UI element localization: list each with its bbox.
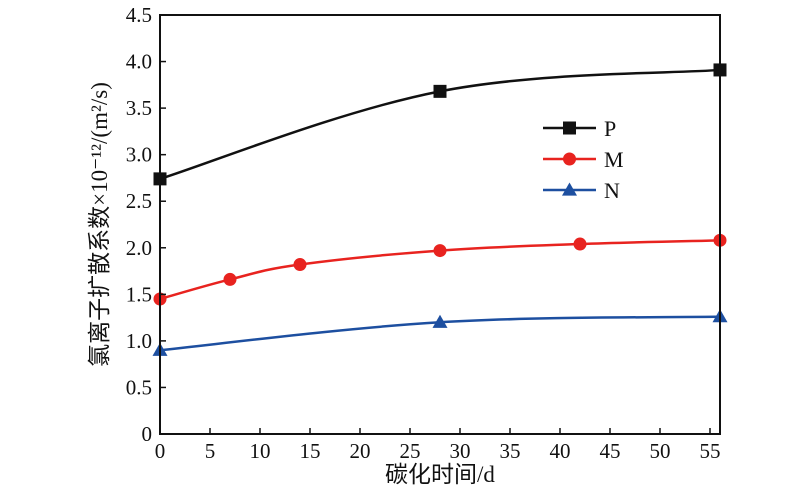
data-point-m [433, 244, 447, 258]
data-point-m [293, 258, 307, 272]
y-tick-label: 0.5 [126, 375, 152, 399]
y-tick-label: 1.0 [126, 329, 152, 353]
x-tick-label: 35 [500, 439, 521, 463]
x-tick-label: 10 [250, 439, 271, 463]
x-tick-label: 15 [300, 439, 321, 463]
y-tick-label: 2.0 [126, 236, 152, 260]
legend-marker-p [563, 121, 576, 135]
data-point-p [433, 84, 447, 98]
data-point-m [573, 237, 587, 251]
legend-label-p: P [604, 116, 616, 141]
plot-frame [159, 14, 721, 435]
x-tick-label: 55 [700, 439, 721, 463]
x-tick-label: 0 [155, 439, 166, 463]
x-tick-label: 25 [400, 439, 421, 463]
x-tick-label: 45 [600, 439, 621, 463]
x-tick-label: 40 [550, 439, 571, 463]
y-tick-label: 2.5 [126, 189, 152, 213]
x-tick-label: 5 [205, 439, 216, 463]
y-tick-label: 3.5 [126, 96, 152, 120]
data-point-n [432, 314, 448, 328]
x-tick-label: 50 [650, 439, 671, 463]
legend-marker-m [563, 152, 576, 166]
x-tick-label: 20 [350, 439, 371, 463]
x-axis-title: 碳化时间/d [385, 462, 495, 487]
legend-label-n: N [604, 178, 620, 203]
y-tick-label: 3.0 [126, 143, 152, 167]
y-tick-label: 4.5 [126, 3, 152, 27]
y-tick-label: 0 [142, 422, 153, 446]
legend-marker-n [562, 182, 577, 196]
legend: PMN [543, 116, 624, 203]
legend-label-m: M [604, 147, 624, 172]
data-point-m [223, 272, 237, 286]
y-tick-label: 4.0 [126, 50, 152, 74]
axes-layer: 0 5 10 15 20 25 30 35 40 45 50 55 0 0.5 1.0 1.5 2.0 2.5 3.… [126, 3, 721, 463]
y-tick-label: 1.5 [126, 282, 152, 306]
series-layer [152, 63, 728, 356]
y-axis-title: 氯离子扩散系数×10⁻¹²/(m²/s) [87, 82, 112, 367]
x-tick-label: 30 [450, 439, 471, 463]
